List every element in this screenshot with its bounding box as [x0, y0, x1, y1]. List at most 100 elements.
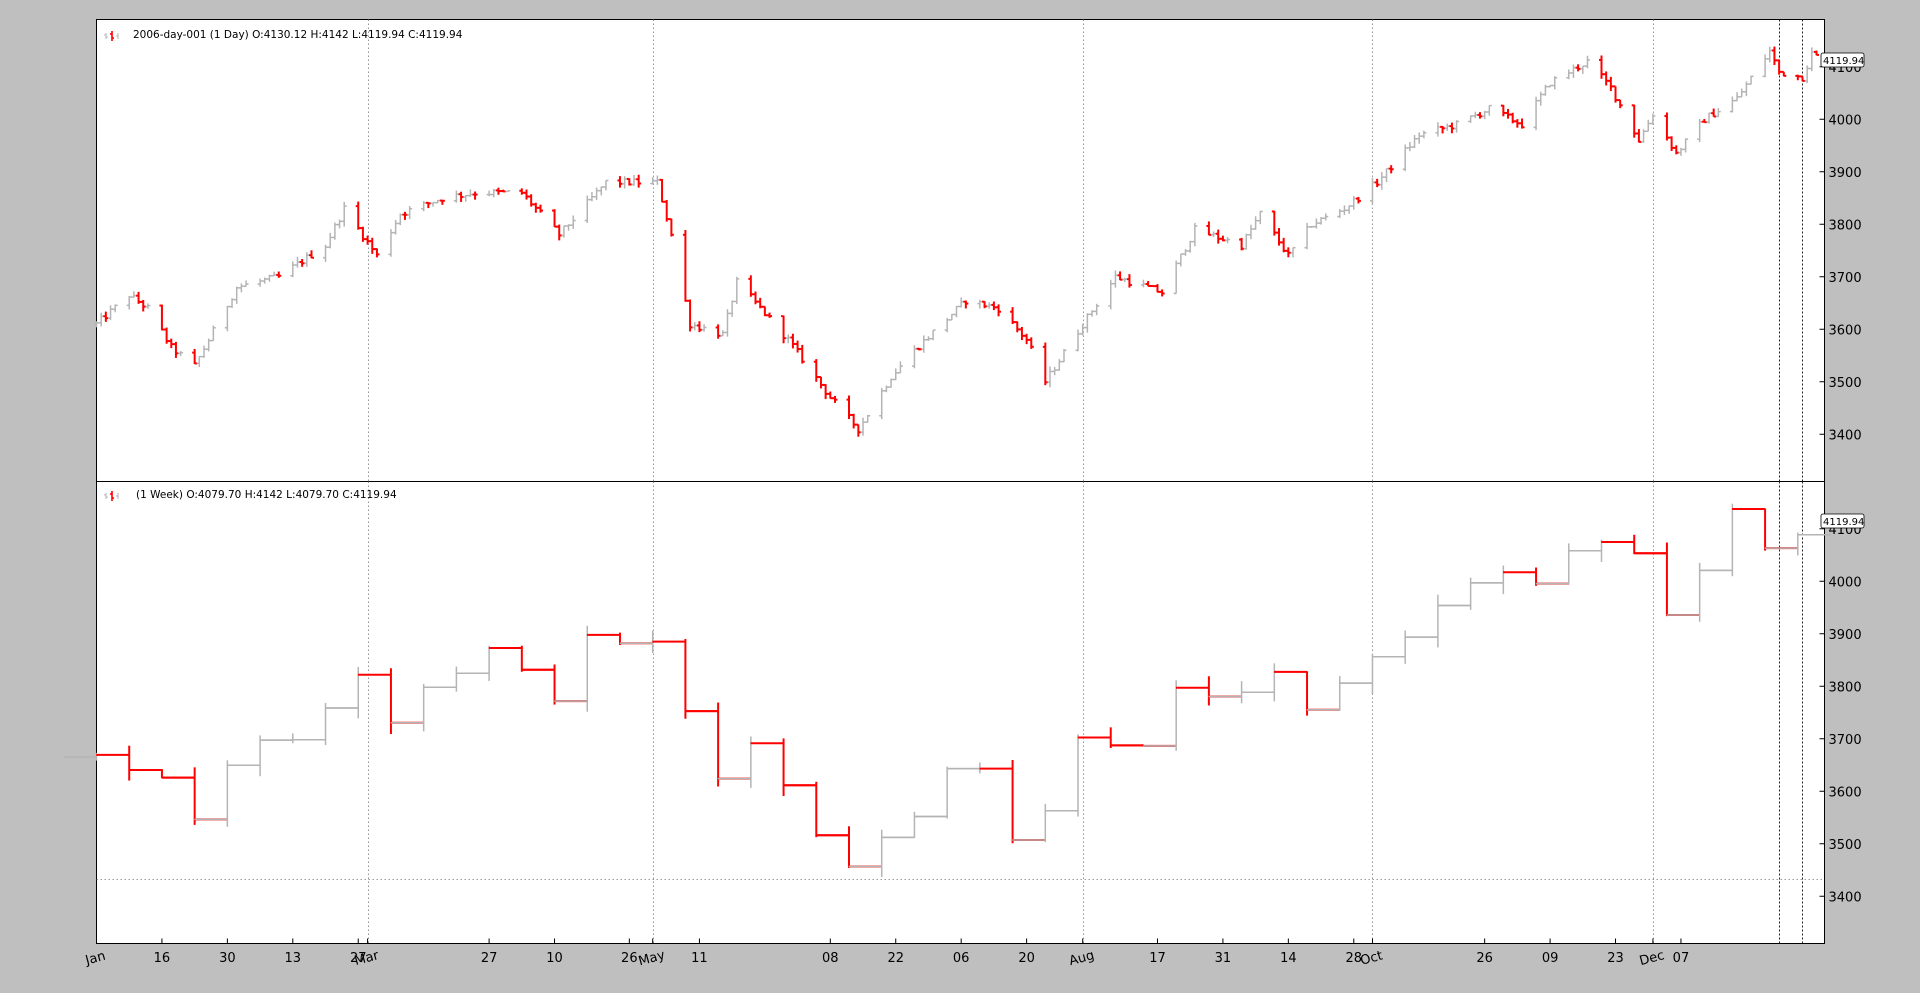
daily-ohlc-bar [1318, 217, 1324, 225]
daily-ohlc-bar [1220, 235, 1226, 242]
daily-ohlc-bar [832, 395, 838, 403]
daily-ohlc-bar [626, 177, 632, 186]
daily-ohlc-bar [1010, 307, 1016, 325]
x-tick-label: 28 [1346, 951, 1363, 966]
daily-ohlc-bar [1239, 237, 1245, 251]
daily-ohlc-bar [1776, 59, 1782, 75]
daily-ohlc-bar [1154, 284, 1160, 293]
daily-ohlc-bar [1505, 108, 1511, 119]
daily-ohlc-bar [458, 191, 464, 202]
daily-ohlc-bar [402, 211, 408, 220]
daily-ohlc-bar [1673, 145, 1679, 155]
daily-ohlc-bar [1183, 249, 1189, 256]
daily-ohlc-bar [290, 261, 296, 278]
daily-ohlc-bar [1743, 81, 1749, 97]
daily-ohlc-bar [916, 347, 922, 351]
daily-ohlc-bar [617, 176, 623, 188]
daily-ohlc-bar [538, 204, 544, 213]
daily-ohlc-bar [696, 321, 702, 333]
daily-ohlc-bar [1416, 132, 1422, 144]
daily-ohlc-bar [1374, 178, 1380, 188]
daily-bars [94, 46, 1819, 437]
daily-ohlc-bar [533, 202, 539, 213]
daily-ohlc-bar [1281, 237, 1287, 253]
daily-ohlc-bar [1701, 118, 1707, 124]
daily-ohlc-bar [1538, 91, 1544, 106]
daily-ohlc-bar [982, 300, 988, 309]
daily-ohlc-bar [304, 252, 310, 267]
y-tick-label: 3700 [1829, 271, 1862, 286]
daily-ohlc-bar [1472, 111, 1478, 119]
daily-ohlc-bar [1814, 50, 1819, 56]
daily-ohlc-bar [1290, 246, 1296, 258]
daily-ohlc-bar [519, 188, 525, 195]
daily-ohlc-bar [435, 199, 441, 204]
y-tick-label: 3600 [1829, 785, 1862, 800]
daily-ohlc-bar [140, 299, 146, 312]
daily-ohlc-bar [1748, 75, 1754, 85]
daily-ohlc-bar [168, 338, 174, 349]
daily-ohlc-bar [229, 298, 235, 309]
daily-ohlc-bar [1225, 236, 1231, 244]
daily-ohlc-bar [1799, 75, 1805, 82]
x-tick-label: 11 [691, 951, 708, 966]
daily-ohlc-bar [439, 199, 445, 205]
daily-ohlc-bar [136, 291, 142, 304]
daily-ohlc-bar [276, 271, 282, 278]
daily-ohlc-bar [1519, 118, 1525, 129]
daily-ohlc-bar [528, 194, 534, 207]
daily-ohlc-bar [1388, 165, 1394, 174]
daily-ohlc-bar [374, 248, 380, 258]
daily-ohlc-bar [1379, 171, 1385, 190]
daily-ohlc-bar [1781, 70, 1787, 77]
daily-ohlc-bar [224, 305, 230, 332]
daily-ohlc-bar [1211, 231, 1217, 238]
daily-ohlc-bar [1739, 88, 1745, 98]
daily-ohlc-bar [112, 304, 118, 313]
x-tick-label: 27 [350, 951, 367, 966]
daily-ohlc-bar [1500, 104, 1506, 117]
daily-ohlc-bar [337, 219, 343, 229]
daily-ohlc-bar [309, 250, 314, 259]
daily-ohlc-bar [323, 244, 329, 262]
daily-ohlc-bar [1697, 118, 1703, 143]
y-tick-label: 3800 [1829, 680, 1862, 695]
daily-ohlc-bar [159, 304, 165, 331]
weekly-bars [63, 503, 1831, 878]
daily-ohlc-bar [1384, 167, 1389, 183]
daily-ohlc-bar [996, 304, 1002, 317]
daily-ohlc-bar [1477, 112, 1483, 119]
daily-ohlc-bar [757, 297, 763, 309]
x-tick-label: 09 [1542, 951, 1559, 966]
x-tick-label: 27 [481, 951, 498, 966]
daily-ohlc-bar [1173, 260, 1179, 295]
daily-ohlc-bar [622, 176, 628, 189]
daily-ohlc-bar [818, 376, 824, 389]
daily-ohlc-bar [813, 359, 819, 382]
daily-ohlc-bar [991, 301, 997, 311]
daily-ohlc-bar [720, 330, 726, 337]
daily-ohlc-bar [1047, 366, 1053, 388]
y-tick-label: 3400 [1829, 890, 1862, 905]
daily-ohlc-bar [1542, 84, 1548, 96]
daily-ohlc-bar [1304, 222, 1310, 250]
daily-ohlc-bar [1729, 96, 1735, 113]
daily-ohlc-bar [397, 213, 403, 226]
y-tick-label: 3900 [1829, 628, 1862, 643]
y-tick-label: 3800 [1829, 218, 1862, 233]
y-tick-label: 3600 [1829, 323, 1862, 338]
daily-ohlc-bar [1650, 113, 1656, 125]
daily-ohlc-bar [1435, 122, 1441, 137]
daily-ohlc-bar [664, 199, 670, 222]
daily-ohlc-bar [767, 312, 773, 318]
daily-ohlc-bar [977, 299, 983, 309]
daily-ohlc-bar [851, 413, 857, 429]
daily-ohlc-bar [360, 226, 366, 242]
daily-ohlc-bar [1159, 289, 1165, 297]
daily-ohlc-bar [1276, 227, 1282, 246]
x-tick-label: Mar [353, 948, 381, 969]
daily-plot-area [96, 19, 1825, 482]
daily-ohlc-bar [421, 201, 427, 212]
daily-ohlc-bar [865, 414, 871, 423]
